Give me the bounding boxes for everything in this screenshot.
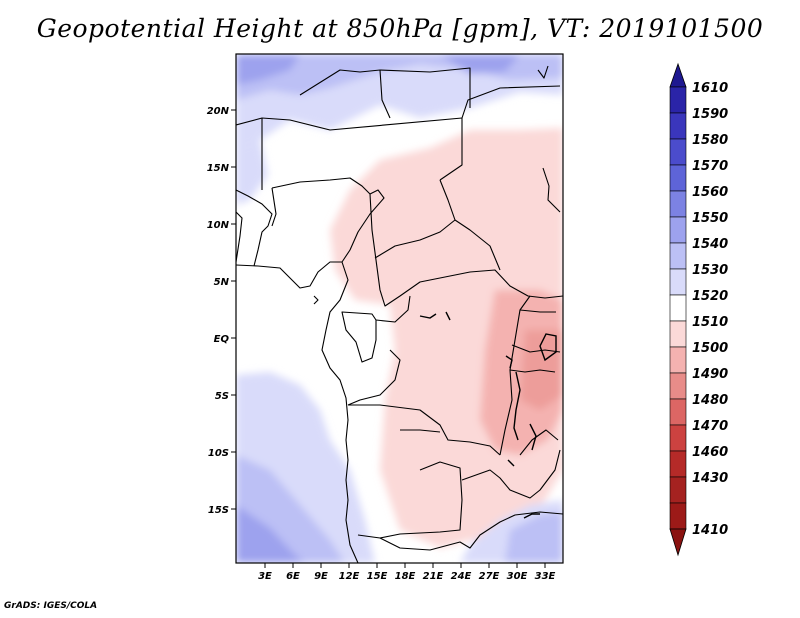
lon-label: 21E bbox=[423, 571, 444, 582]
lat-label: 10S bbox=[208, 448, 229, 459]
colorbar-bin bbox=[669, 190, 687, 218]
lon-label: 6E bbox=[286, 571, 300, 582]
colorbar-label: 1430 bbox=[692, 471, 728, 486]
colorbar-bin bbox=[669, 424, 687, 452]
colorbar-label: 1480 bbox=[692, 393, 728, 408]
colorbar-bin bbox=[669, 268, 687, 296]
colorbar-label: 1580 bbox=[692, 133, 728, 148]
colorbar-top-arrow bbox=[669, 62, 687, 88]
lon-label: 24E bbox=[451, 571, 472, 582]
colorbar-bin bbox=[669, 112, 687, 140]
longitude-axis: 3E 6E 9E 12E 15E 18E 21E 24E 27E 30E 33E bbox=[258, 563, 556, 582]
lat-label: 20N bbox=[207, 106, 230, 117]
colorbar-label: 1520 bbox=[692, 289, 728, 304]
colorbar-bin bbox=[669, 86, 687, 114]
colorbar-bin bbox=[669, 346, 687, 374]
colorbar-label: 1530 bbox=[692, 263, 728, 278]
lon-label: 27E bbox=[479, 571, 500, 582]
lon-label: 15E bbox=[367, 571, 388, 582]
colorbar-label: 1470 bbox=[692, 419, 728, 434]
colorbar-label: 1460 bbox=[692, 445, 728, 460]
colorbar-label: 1540 bbox=[692, 237, 728, 252]
latitude-axis: 20N 15N 10N 5N EQ 5S 10S 15S bbox=[207, 106, 236, 516]
lat-label: 15S bbox=[208, 505, 229, 516]
lat-label: EQ bbox=[214, 334, 230, 345]
colorbar-bin bbox=[669, 216, 687, 244]
lon-label: 18E bbox=[395, 571, 416, 582]
colorbar-label: 1500 bbox=[692, 341, 728, 356]
lat-label: 10N bbox=[207, 220, 230, 231]
lon-label: 3E bbox=[258, 571, 272, 582]
colorbar-label: 1510 bbox=[692, 315, 728, 330]
colorbar-bin bbox=[669, 502, 687, 530]
colorbar-bin bbox=[669, 320, 687, 348]
map-borders bbox=[236, 65, 563, 563]
credit-label: GrADS: IGES/COLA bbox=[4, 601, 98, 611]
lat-label: 5N bbox=[214, 277, 230, 288]
colorbar-bin bbox=[669, 294, 687, 322]
lat-label: 15N bbox=[207, 163, 230, 174]
lon-label: 33E bbox=[535, 571, 556, 582]
colorbar-bin bbox=[669, 242, 687, 270]
colorbar-label: 1560 bbox=[692, 185, 728, 200]
colorbar-label: 1610 bbox=[692, 81, 728, 96]
colorbar-label: 1570 bbox=[692, 159, 728, 174]
chart-title: Geopotential Height at 850hPa [gpm], VT:… bbox=[36, 14, 764, 43]
colorbar: 1610 1590 1580 1570 1560 1550 1540 1530 … bbox=[669, 62, 728, 557]
colorbar-bin bbox=[669, 138, 687, 166]
colorbar-label: 1490 bbox=[692, 367, 728, 382]
colorbar-label: 1550 bbox=[692, 211, 728, 226]
map-frame bbox=[235, 53, 564, 564]
colorbar-bin bbox=[669, 372, 687, 400]
colorbar-label: 1590 bbox=[692, 107, 728, 122]
colorbar-bin bbox=[669, 398, 687, 426]
colorbar-bin bbox=[669, 476, 687, 504]
colorbar-label: 1410 bbox=[692, 523, 728, 538]
lon-label: 30E bbox=[507, 571, 528, 582]
height-field bbox=[236, 54, 563, 563]
lon-label: 9E bbox=[314, 571, 328, 582]
lat-label: 5S bbox=[215, 391, 229, 402]
lon-label: 12E bbox=[339, 571, 360, 582]
colorbar-bottom-arrow bbox=[669, 528, 687, 557]
colorbar-bin bbox=[669, 450, 687, 478]
colorbar-bin bbox=[669, 164, 687, 192]
